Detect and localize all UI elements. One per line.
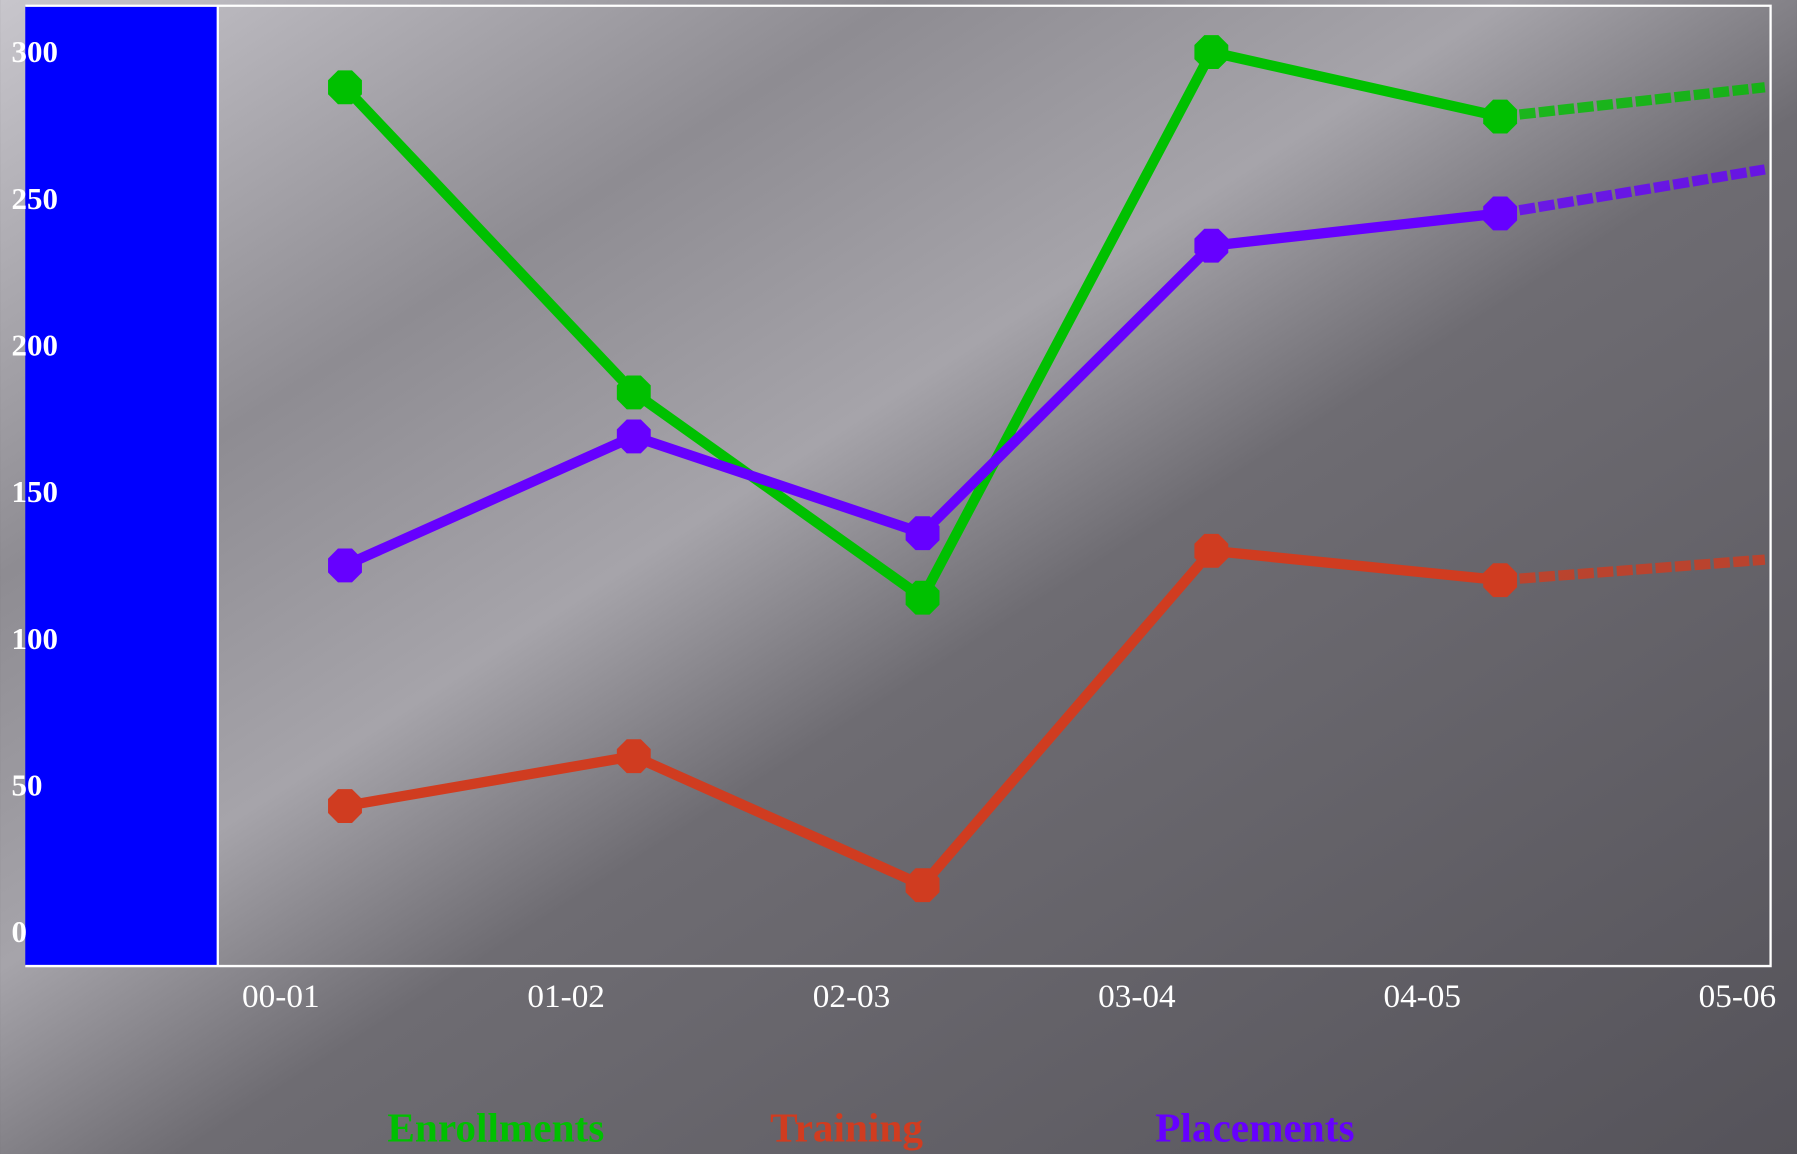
x-tick-label: 05-06 — [1699, 978, 1777, 1015]
projection-line — [1499, 554, 1766, 586]
point-marker — [616, 739, 651, 774]
legend-label: Placements — [1155, 1105, 1354, 1151]
legend-label: Enrollments — [387, 1105, 604, 1151]
point-marker — [1483, 196, 1518, 231]
y-tick-label: 100 — [12, 621, 58, 656]
legend-label: Training — [770, 1105, 923, 1151]
projection-line — [1499, 82, 1766, 122]
point-marker — [1194, 35, 1229, 70]
projection-line — [1499, 164, 1766, 219]
plot-border — [25, 4, 1772, 968]
y-tick-label: 200 — [12, 327, 58, 362]
x-tick-label: 04-05 — [1383, 978, 1461, 1015]
x-tick-label: 03-04 — [1098, 978, 1176, 1015]
side-panel — [25, 5, 218, 967]
point-marker — [905, 516, 940, 551]
x-tick-label: 00-01 — [242, 978, 320, 1015]
point-marker — [1483, 563, 1518, 598]
point-marker — [328, 548, 362, 583]
point-marker — [905, 580, 940, 615]
y-tick-label: 300 — [12, 34, 58, 69]
x-tick-label: 01-02 — [527, 978, 605, 1015]
x-tick-label: 02-03 — [813, 978, 891, 1015]
point-marker — [328, 789, 362, 823]
point-marker — [1483, 99, 1518, 134]
point-marker — [1194, 228, 1229, 263]
point-marker — [905, 868, 940, 903]
y-tick-label: 250 — [12, 181, 58, 216]
y-tick-label: 150 — [12, 474, 58, 509]
y-tick-label: 50 — [12, 768, 43, 803]
point-marker — [328, 70, 362, 105]
point-marker — [616, 375, 651, 410]
point-marker — [616, 419, 651, 454]
point-marker — [1194, 533, 1229, 568]
y-tick-label: 0 — [12, 914, 27, 949]
